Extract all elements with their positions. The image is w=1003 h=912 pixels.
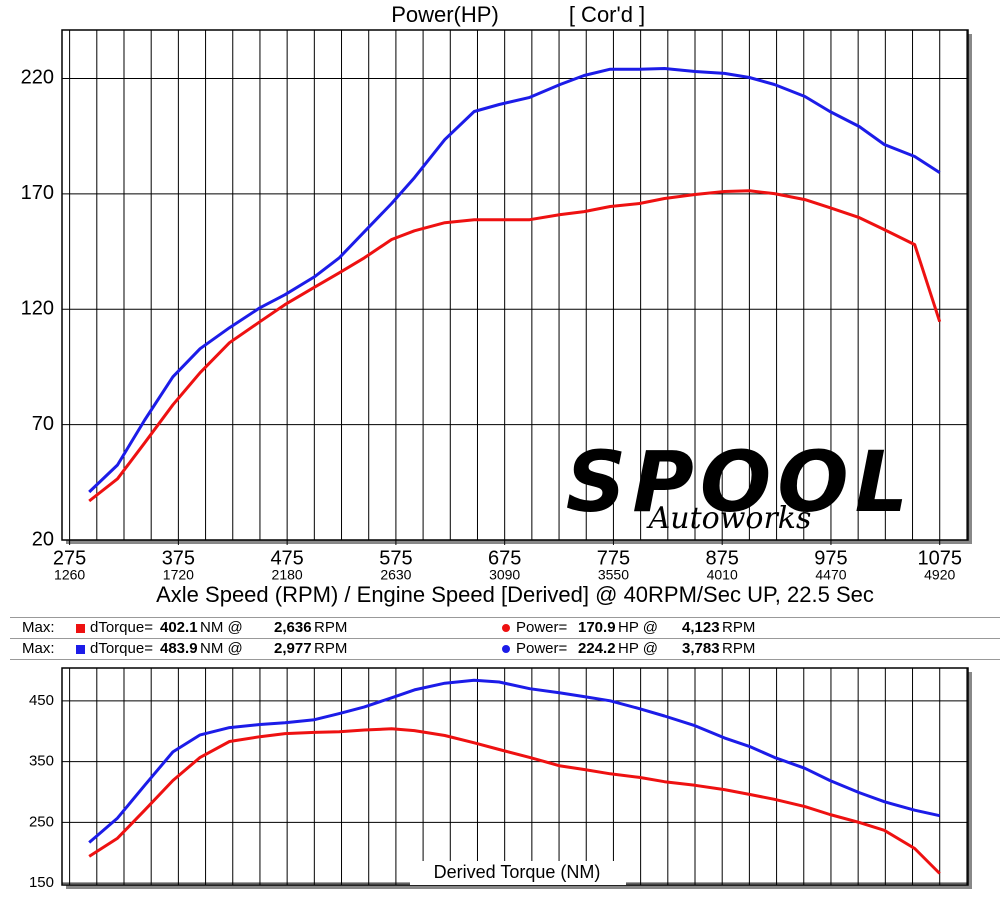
row-label: Max: <box>22 619 55 636</box>
y-tick-label: 350 <box>29 753 54 770</box>
power-unit: HP @ <box>618 640 658 657</box>
logo-subtext: Autoworks <box>646 501 812 536</box>
plot-area <box>62 30 968 540</box>
x-tick-label-engine: 4010 <box>707 567 738 583</box>
y-tick-label: 20 <box>32 528 54 550</box>
x-tick-label-engine: 1260 <box>54 567 85 583</box>
x-tick-label: 575 <box>379 547 412 569</box>
x-tick-label-engine: 3550 <box>598 567 629 583</box>
rpm-unit: RPM <box>314 619 348 636</box>
torque-rpm: 2,636 <box>274 619 312 636</box>
torque-rpm: 2,977 <box>274 640 312 657</box>
x-tick-label: 875 <box>706 547 739 569</box>
x-tick-label-engine: 4470 <box>815 567 846 583</box>
color-dot <box>502 624 510 632</box>
x-tick-label: 1075 <box>917 547 962 569</box>
data-line <box>88 678 941 844</box>
torque-value: 402.1 <box>160 619 198 636</box>
x-tick-label-engine: 2630 <box>380 567 411 583</box>
title-box <box>410 861 626 885</box>
max-row: Max: dTorque= 402.1 NM @ 2,636 RPM Power… <box>10 617 1000 638</box>
plot-area <box>62 668 968 885</box>
power-value: 224.2 <box>578 640 616 657</box>
x-tick-label: 375 <box>162 547 195 569</box>
power-rpm: 3,783 <box>682 640 720 657</box>
y-tick-label: 150 <box>29 874 54 891</box>
chart-subtitle: [ Cor'd ] <box>569 2 645 27</box>
x-tick-label: 775 <box>597 547 630 569</box>
color-dot <box>502 645 510 653</box>
chart-title: Derived Torque (NM) <box>434 862 601 882</box>
x-tick-label: 675 <box>488 547 521 569</box>
x-tick-label: 475 <box>270 547 303 569</box>
max-row: Max: dTorque= 483.9 NM @ 2,977 RPM Power… <box>10 638 1000 660</box>
x-tick-label-engine: 4920 <box>924 567 955 583</box>
y-tick-label: 170 <box>21 182 54 204</box>
rpm-unit: RPM <box>314 640 348 657</box>
power-label: Power= <box>516 640 568 657</box>
torque-value: 483.9 <box>160 640 198 657</box>
data-line <box>88 189 942 503</box>
plot-border <box>61 29 969 541</box>
torque-label: dTorque= <box>90 619 153 636</box>
torque-unit: NM @ <box>200 640 243 657</box>
x-tick-label-engine: 3090 <box>489 567 520 583</box>
y-tick-label: 220 <box>21 67 54 89</box>
y-tick-label: 120 <box>21 298 54 320</box>
x-tick-label-engine: 1720 <box>163 567 194 583</box>
x-axis-label: Axle Speed (RPM) / Engine Speed [Derived… <box>156 582 874 607</box>
power-label: Power= <box>516 619 568 636</box>
power-unit: HP @ <box>618 619 658 636</box>
x-tick-label: 975 <box>814 547 847 569</box>
rpm-unit: RPM <box>722 619 756 636</box>
power-value: 170.9 <box>578 619 616 636</box>
power-rpm: 4,123 <box>682 619 720 636</box>
chart-title: Power(HP) <box>391 2 499 27</box>
x-tick-label-engine: 2180 <box>272 567 303 583</box>
x-tick-label: 275 <box>53 547 86 569</box>
y-tick-label: 450 <box>29 692 54 709</box>
y-tick-label: 70 <box>32 413 54 435</box>
torque-unit: NM @ <box>200 619 243 636</box>
y-tick-label: 250 <box>29 813 54 830</box>
torque-label: dTorque= <box>90 640 153 657</box>
logo: SPOOL <box>566 433 914 531</box>
rpm-unit: RPM <box>722 640 756 657</box>
row-label: Max: <box>22 640 55 657</box>
color-square <box>76 624 85 633</box>
data-line <box>88 67 941 494</box>
color-square <box>76 645 85 654</box>
data-line <box>88 727 941 875</box>
